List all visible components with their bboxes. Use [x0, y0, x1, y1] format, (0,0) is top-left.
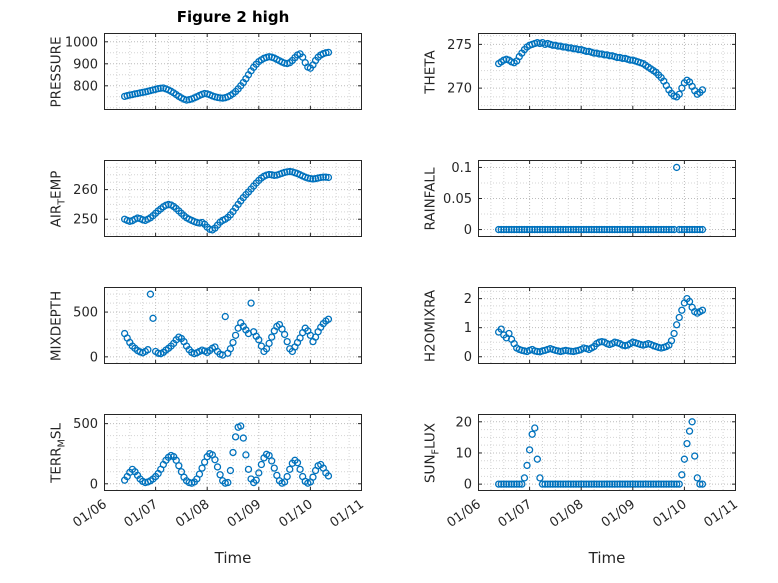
svg-text:500: 500 [73, 417, 98, 432]
ylabel-h2omixra: H2OMIXRA [423, 289, 442, 361]
ylabel-text: AIR [48, 204, 65, 227]
subplot-theta: THETA 270 275 [423, 33, 736, 110]
svg-text:275: 275 [447, 38, 472, 53]
ylabel-text: LUX [422, 422, 439, 449]
ylabel-text: TERR [48, 446, 65, 483]
svg-text:20: 20 [455, 415, 472, 430]
ylabel-text: MIXDEPTH [48, 290, 65, 361]
svg-text:0: 0 [464, 478, 472, 493]
ylabel-theta: THETA [423, 50, 442, 93]
ylabel-subscript: M [56, 438, 68, 447]
svg-text:01/10: 01/10 [650, 497, 689, 531]
svg-text:270: 270 [447, 82, 472, 97]
ylabel-text: RAINFALL [422, 167, 439, 230]
svg-text:900: 900 [73, 57, 98, 72]
ylabel-sunflux: SUNFLUX [423, 422, 442, 482]
plot-area-airtemp: 250 260 [73, 160, 362, 237]
ylabel-text: SUN [422, 453, 439, 483]
svg-text:250: 250 [73, 213, 98, 228]
ylabel-text: SL [48, 422, 65, 439]
svg-text:800: 800 [73, 79, 98, 94]
subplot-h2omixra: H2OMIXRA 0 1 2 [423, 287, 736, 365]
figure-title: Figure 2 high [176, 8, 290, 26]
ylabel-text: H2OMIXRA [422, 289, 439, 362]
svg-text:01/07: 01/07 [496, 497, 535, 531]
plot-area-pressure: 800 900 1000 [65, 33, 362, 110]
svg-text:0: 0 [464, 350, 472, 365]
svg-text:10: 10 [455, 446, 472, 461]
svg-text:0: 0 [90, 477, 98, 492]
plot-area-terrmsl: 01/06 01/07 01/08 01/09 01/10 01/11 0 500 [70, 414, 367, 531]
subplot-mixdepth: MIXDEPTH 0 500 [49, 287, 362, 365]
plot-area-theta: 270 275 [447, 33, 736, 110]
svg-text:01/06: 01/06 [70, 497, 109, 531]
ylabel-text: THETA [422, 49, 439, 94]
svg-text:0: 0 [90, 350, 98, 365]
subplot-sunflux: SUNFLUX 01/06 01/07 01/08 01/09 01/10 01/11 0 1… [423, 414, 741, 531]
subplot-pressure: PRESSURE 800 900 1000 [49, 33, 362, 110]
svg-text:01/11: 01/11 [701, 497, 740, 531]
ylabel-terrmsl: TERRMSL [49, 423, 68, 483]
svg-text:01/09: 01/09 [599, 497, 638, 531]
svg-text:0: 0 [464, 223, 472, 238]
xaxis-label-left: Time [214, 549, 252, 567]
svg-text:1000: 1000 [65, 35, 98, 50]
svg-text:1: 1 [464, 321, 472, 336]
plot-area-mixdepth: 0 500 [73, 287, 362, 365]
svg-text:2: 2 [464, 292, 472, 307]
ylabel-text: PRESSURE [48, 36, 65, 107]
svg-text:0.1: 0.1 [451, 161, 472, 176]
svg-text:01/09: 01/09 [225, 497, 264, 531]
xaxis-label-right: Time [588, 549, 626, 567]
svg-text:01/07: 01/07 [122, 497, 161, 531]
plot-area-sunflux: 01/06 01/07 01/08 01/09 01/10 01/11 0 10 20 [444, 414, 741, 531]
ylabel-text: EMP [48, 170, 65, 199]
plot-area-rainfall: 0 0.05 0.1 [443, 160, 736, 238]
subplot-terrmsl: TERRMSL 01/06 01/07 01/08 01/09 01/10 01/11 0 5… [49, 414, 367, 531]
subplot-rainfall: RAINFALL 0 0.05 0.1 [423, 160, 736, 238]
svg-text:0.05: 0.05 [443, 192, 472, 207]
plot-area-h2omixra: 0 1 2 [464, 287, 736, 365]
svg-text:01/08: 01/08 [173, 497, 212, 531]
svg-text:500: 500 [73, 306, 98, 321]
ylabel-airtemp: AIRTEMP [49, 170, 68, 227]
ylabel-subscript: F [430, 448, 442, 454]
subplot-airtemp: AIRTEMP 250 260 [49, 160, 362, 237]
svg-text:01/11: 01/11 [327, 497, 366, 531]
svg-text:260: 260 [73, 183, 98, 198]
ylabel-rainfall: RAINFALL [423, 167, 442, 230]
svg-text:01/08: 01/08 [547, 497, 586, 531]
svg-text:01/06: 01/06 [444, 497, 483, 531]
ylabel-mixdepth: MIXDEPTH [49, 290, 68, 360]
svg-text:01/10: 01/10 [276, 497, 315, 531]
